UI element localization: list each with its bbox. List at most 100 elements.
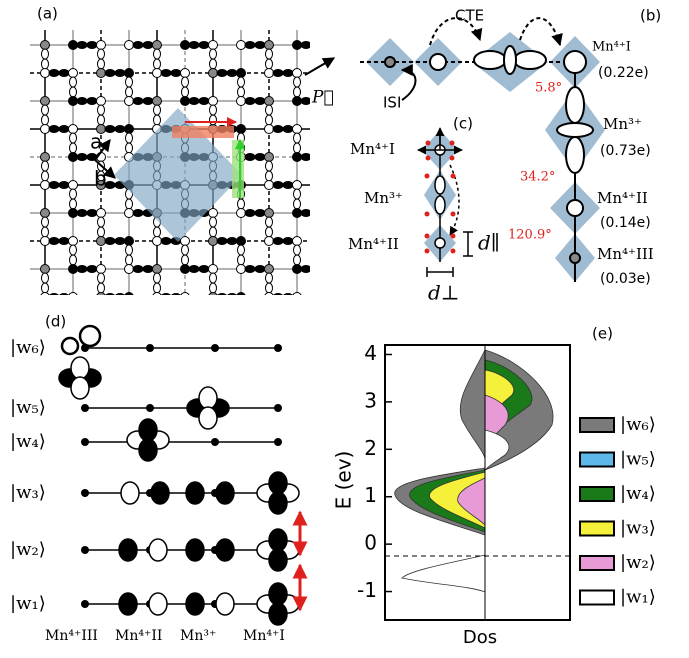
- orbital-lobe: [149, 593, 167, 615]
- legend-label: |w₃⟩: [620, 518, 656, 539]
- orbital: [77, 266, 87, 273]
- orbital: [77, 210, 87, 217]
- site: [97, 69, 106, 78]
- orbital: [126, 87, 133, 97]
- site: [265, 69, 274, 78]
- orbital: [294, 143, 301, 153]
- orbital: [133, 42, 143, 49]
- orbital: [210, 283, 217, 293]
- orbital: [98, 227, 105, 237]
- orbital: [154, 49, 161, 59]
- orbital-lobe: [186, 593, 204, 615]
- vector-arrow: [305, 58, 334, 75]
- orbital: [49, 70, 59, 77]
- chain-c: [418, 128, 473, 277]
- site-label: Mn⁴⁺II: [597, 189, 648, 207]
- orbital: [59, 238, 69, 245]
- orbital: [199, 98, 209, 105]
- orbital: [42, 161, 49, 171]
- site: [274, 344, 282, 352]
- orbital: [266, 161, 273, 171]
- site: [209, 265, 218, 274]
- axis-label: b: [94, 167, 107, 191]
- orbital: [273, 70, 283, 77]
- site: [41, 41, 50, 50]
- state-label: |w₆⟩: [10, 337, 46, 358]
- orbital: [105, 294, 115, 301]
- site: [146, 344, 154, 352]
- orbital-lobe: [269, 529, 287, 551]
- orbital: [273, 126, 283, 133]
- site: [209, 69, 218, 78]
- orbital: [87, 98, 97, 105]
- orbital-lobe: [149, 539, 167, 561]
- orbital: [266, 59, 273, 69]
- site: [69, 125, 78, 134]
- orbital: [182, 245, 189, 255]
- highlight: [172, 126, 234, 138]
- orbital: [266, 105, 273, 115]
- orbital-lobe: [216, 593, 234, 615]
- orbital: [301, 210, 311, 217]
- orbital: [59, 126, 69, 133]
- panel-label: (a): [37, 5, 58, 23]
- site: [41, 293, 50, 302]
- highlight: [232, 140, 244, 198]
- orbital: [143, 98, 153, 105]
- site: [237, 97, 246, 106]
- page: Figure { "panel_a": {"label": "(a)", "ax…: [0, 0, 689, 658]
- site-label: Mn⁴⁺III: [45, 628, 98, 644]
- orbital: [301, 266, 311, 273]
- orbital: [154, 59, 161, 69]
- y-tick-label: 1: [364, 483, 377, 507]
- orbital: [266, 283, 273, 293]
- vector-label: P⃗: [311, 88, 334, 108]
- site: [181, 41, 190, 50]
- orbital: [143, 266, 153, 273]
- orbital-lobe: [186, 482, 204, 504]
- orbital: [154, 227, 161, 237]
- dos-plot: [385, 345, 570, 620]
- orbital: [161, 294, 171, 301]
- orbital: [266, 227, 273, 237]
- site: [293, 97, 302, 106]
- orbital: [133, 210, 143, 217]
- site: [41, 237, 50, 246]
- site: [153, 293, 162, 302]
- orbital: [227, 70, 237, 77]
- site: [209, 41, 218, 50]
- orbital: [105, 126, 115, 133]
- orbital: [42, 59, 49, 69]
- orbital: [115, 238, 125, 245]
- orbital: [126, 255, 133, 265]
- orbital: [217, 294, 227, 301]
- orbital: [171, 70, 181, 77]
- orbital: [154, 283, 161, 293]
- orbital: [182, 311, 189, 321]
- site: [237, 125, 246, 134]
- orbital-lobe: [269, 472, 287, 494]
- site: [293, 181, 302, 190]
- legend-swatch: [580, 487, 614, 501]
- orbital: [70, 87, 77, 97]
- panel-label: (d): [45, 313, 66, 331]
- orbital: [154, 273, 161, 283]
- legend-label: |w₄⟩: [620, 483, 656, 504]
- site-label: Mn⁴⁺I: [592, 40, 631, 55]
- y-tick-label: 2: [364, 436, 377, 460]
- orbital: [210, 49, 217, 59]
- site: [125, 41, 134, 50]
- orbital: [294, 311, 301, 321]
- isi-label: ISI: [383, 94, 401, 112]
- orbital-lobe: [269, 492, 287, 514]
- orbital-lobe: [269, 603, 287, 625]
- site: [209, 237, 218, 246]
- orbital-lobe: [71, 377, 89, 399]
- site: [237, 41, 246, 50]
- orbital: [301, 98, 311, 105]
- orbital: [210, 105, 217, 115]
- site-label: Mn⁴⁺III: [597, 245, 654, 263]
- orbital-lobe: [71, 357, 89, 379]
- site: [265, 41, 274, 50]
- site: [211, 344, 219, 352]
